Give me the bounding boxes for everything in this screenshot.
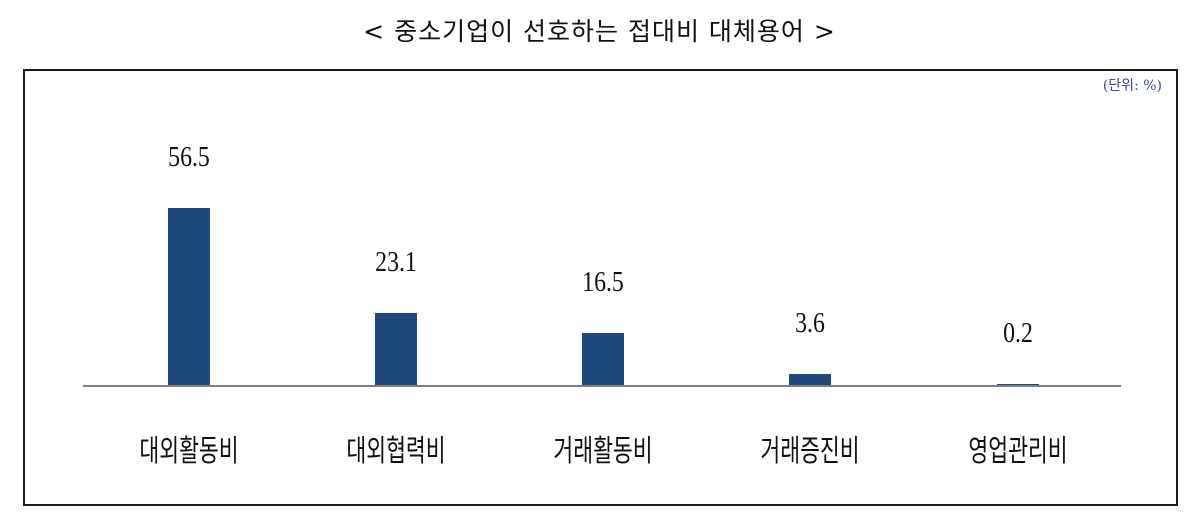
category-label: 대외활동비 bbox=[139, 434, 239, 469]
category-label: 거래증진비 bbox=[760, 434, 860, 469]
bar-value-label: 56.5 bbox=[168, 142, 210, 173]
chart-frame: (단위: %) 56.5 대외활동비 23.1 대외협력비 16.5 거래활동비 3.6 거래… bbox=[23, 69, 1178, 506]
bar bbox=[168, 208, 210, 385]
bar bbox=[582, 333, 624, 385]
unit-label: (단위: %) bbox=[1102, 78, 1162, 94]
bar-value-label: 3.6 bbox=[795, 308, 825, 339]
plot-area: 56.5 대외활동비 23.1 대외협력비 16.5 거래활동비 3.6 거래증진비 0.2 영업… bbox=[25, 71, 1176, 504]
category-label: 거래활동비 bbox=[553, 434, 653, 469]
bar bbox=[375, 313, 417, 385]
bar bbox=[789, 374, 831, 385]
bar-value-label: 0.2 bbox=[1003, 318, 1033, 349]
category-label: 대외협력비 bbox=[346, 434, 446, 469]
bar-value-label: 16.5 bbox=[582, 267, 624, 298]
category-label: 영업관리비 bbox=[968, 434, 1068, 469]
bar-value-label: 23.1 bbox=[375, 247, 417, 278]
bar bbox=[997, 384, 1039, 385]
x-axis-baseline bbox=[83, 385, 1121, 387]
chart-title: < 중소기업이 선호하는 접대비 대체용어 > bbox=[363, 17, 836, 46]
